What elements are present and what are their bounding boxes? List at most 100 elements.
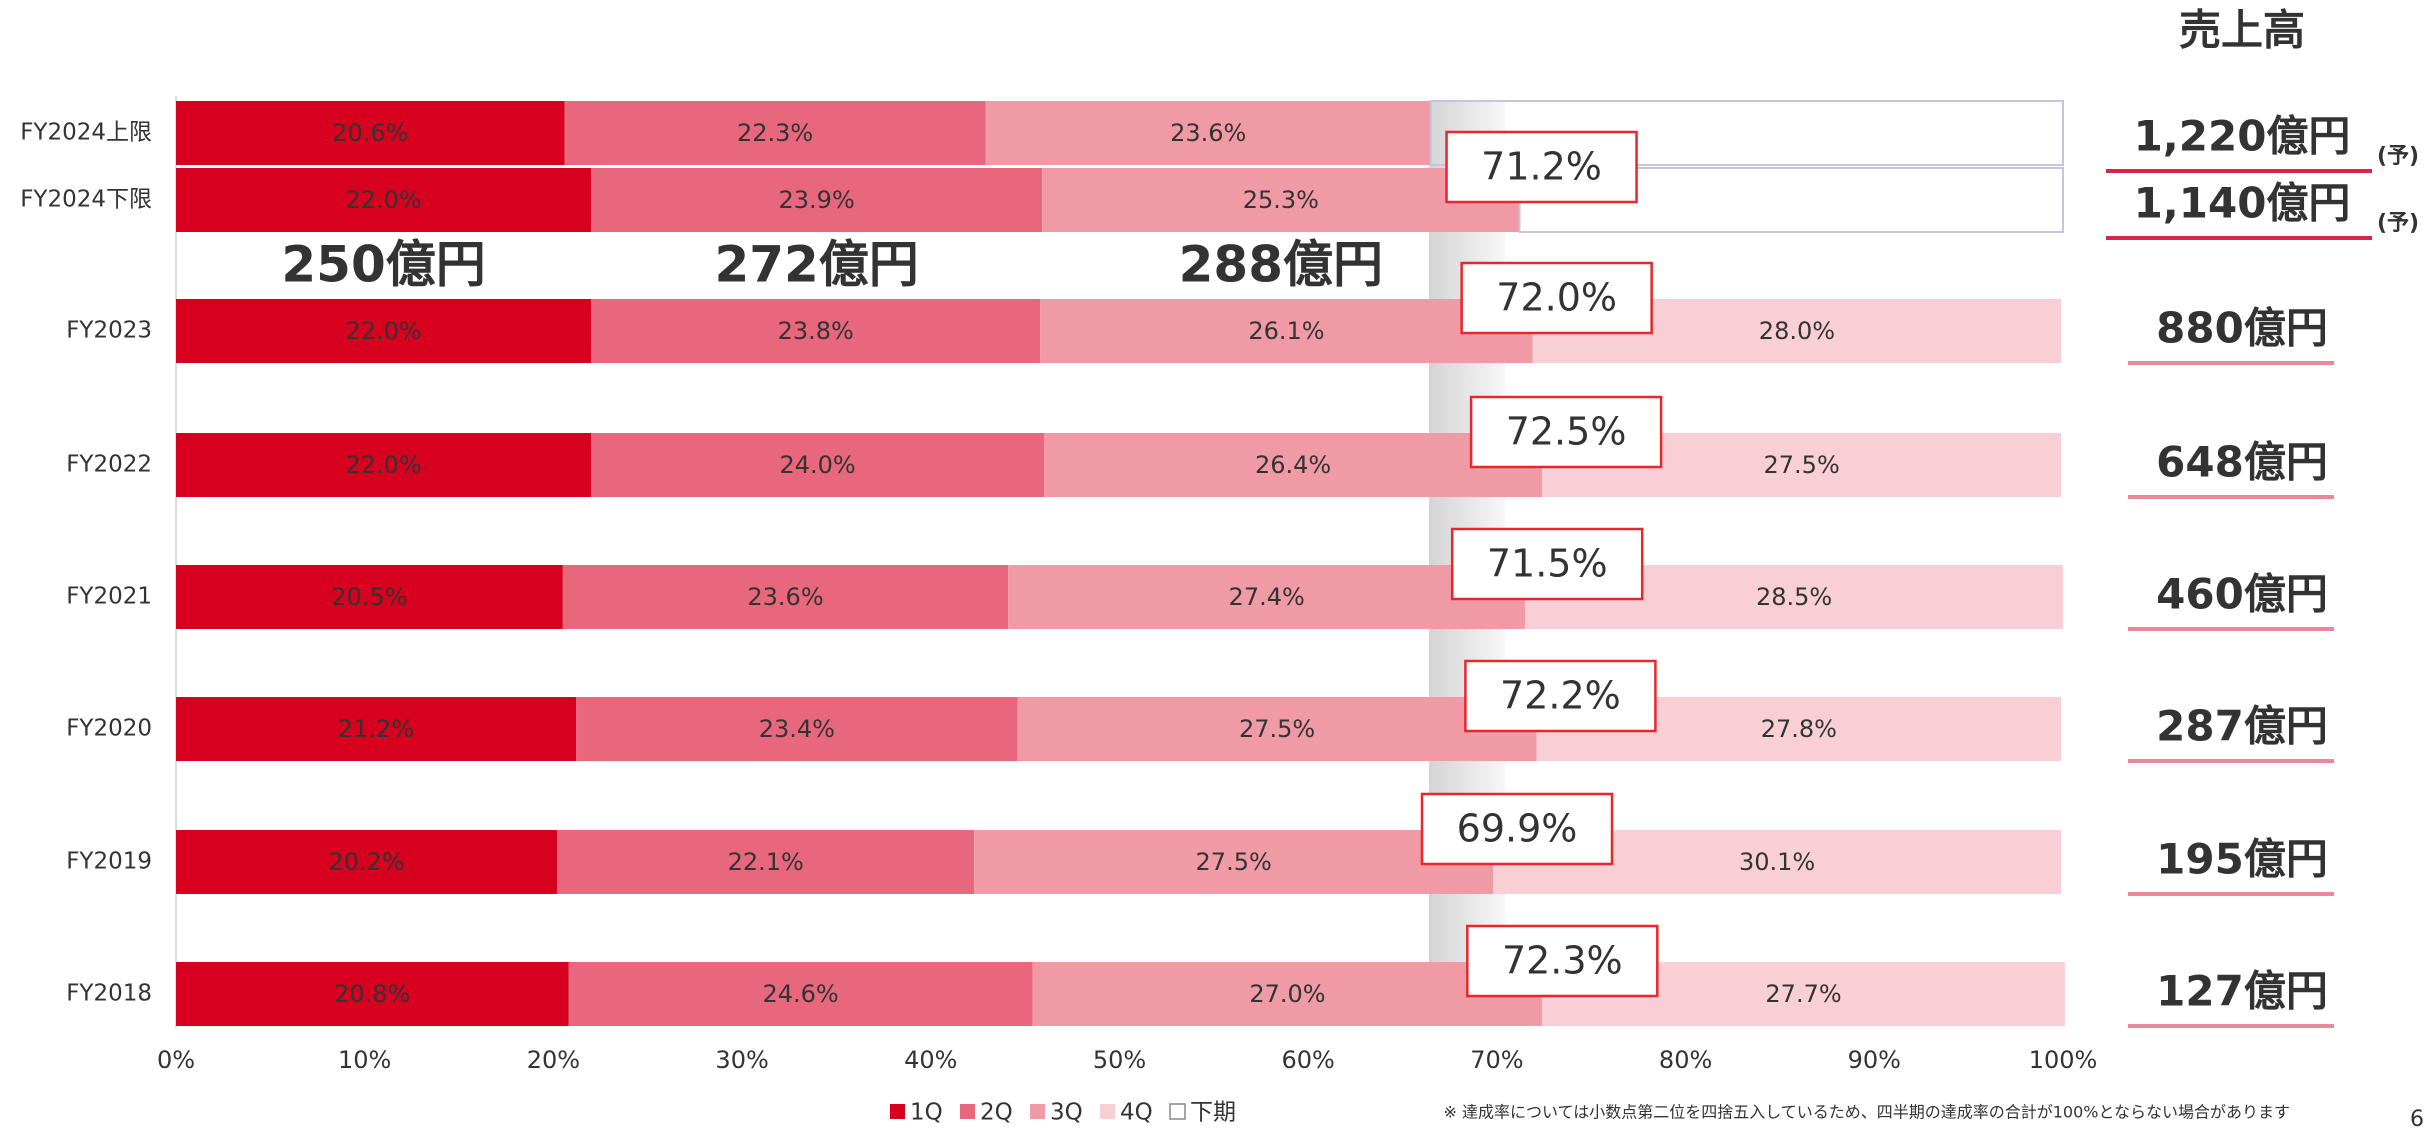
value-label: 27.8% (1761, 715, 1837, 743)
value-label: 23.6% (1170, 119, 1246, 147)
bar-segment (176, 299, 592, 363)
bar-segment (974, 830, 1494, 894)
value-label: 28.0% (1759, 317, 1835, 345)
x-tick-label: 80% (1659, 1046, 1712, 1074)
cumulative-box (1469, 395, 1663, 469)
pending-segment (1429, 100, 2064, 166)
x-tick-label: 50% (1093, 1046, 1146, 1074)
cumulative-label: 71.5% (1487, 542, 1608, 586)
bar-segment (562, 565, 1009, 629)
revenue-label: 127億円 (2156, 967, 2328, 1016)
legend-swatch (1169, 1103, 1186, 1120)
revenue-label: 460億円 (2156, 570, 2328, 619)
x-tick-label: 10% (338, 1046, 391, 1074)
bar-segment (176, 168, 592, 232)
x-tick-label: 30% (715, 1046, 768, 1074)
legend-label: 3Q (1050, 1100, 1083, 1126)
bar-segment (985, 101, 1431, 165)
forecast-note: (予) (2377, 211, 2419, 236)
x-tick-label: 90% (1848, 1046, 1901, 1074)
value-label: 27.0% (1249, 980, 1325, 1008)
cumulative-box (1450, 527, 1644, 601)
revenue-label: 195億円 (2156, 835, 2328, 884)
forecast-note: (予) (2377, 144, 2419, 169)
cumulative-label: 71.2% (1481, 145, 1602, 189)
cumulative-box (1445, 130, 1638, 204)
cumulative-label: 72.3% (1502, 939, 1623, 983)
legend-swatch (1100, 1104, 1115, 1119)
bar-segment (591, 299, 1041, 363)
bar-segment (557, 830, 975, 894)
bar-segment (1032, 962, 1543, 1026)
revenue-title: 売上高 (2179, 6, 2305, 55)
value-label: 22.1% (728, 848, 804, 876)
bar-segment (176, 433, 592, 497)
bar-segment (176, 101, 565, 165)
value-label: 30.1% (1739, 848, 1815, 876)
cumulative-box (1460, 261, 1653, 335)
legend-swatch (1030, 1104, 1045, 1119)
value-label: 26.4% (1255, 451, 1331, 479)
legend-label: 4Q (1120, 1100, 1153, 1126)
category-label: FY2019 (66, 849, 152, 875)
value-label: 20.6% (332, 119, 408, 147)
value-label: 28.5% (1756, 583, 1832, 611)
value-label: 22.0% (345, 186, 421, 214)
bar-segment (176, 962, 569, 1026)
value-label: 22.3% (737, 119, 813, 147)
cumulative-label: 72.2% (1500, 674, 1621, 718)
bar-segment (564, 101, 986, 165)
bar-segment (1044, 433, 1543, 497)
footnote: ※ 達成率については小数点第二位を四捨五入しているため、四半期の達成率の合計が1… (1444, 1103, 2290, 1122)
bar-segment (1042, 168, 1520, 232)
cumulative-box (1420, 792, 1614, 866)
x-tick-label: 20% (527, 1046, 580, 1074)
value-label: 23.6% (747, 583, 823, 611)
bar-segment (576, 697, 1018, 761)
value-label: 23.9% (779, 186, 855, 214)
x-tick-label: 40% (904, 1046, 957, 1074)
revenue-label: 1,220億円 (2134, 112, 2351, 161)
x-tick-label: 60% (1282, 1046, 1335, 1074)
category-label: FY2018 (66, 981, 152, 1007)
quarter-amount: 288億円 (1179, 236, 1383, 294)
quarter-amount: 272億円 (714, 236, 918, 294)
value-label: 26.1% (1248, 317, 1324, 345)
value-label: 21.2% (338, 715, 414, 743)
category-label: FY2023 (66, 318, 152, 344)
value-label: 20.8% (334, 980, 410, 1008)
value-label: 27.4% (1229, 583, 1305, 611)
bar-segment (1017, 697, 1537, 761)
value-label: 22.0% (345, 451, 421, 479)
legend-label: 2Q (980, 1100, 1013, 1126)
category-label: FY2024上限 (20, 120, 152, 146)
value-label: 27.5% (1239, 715, 1315, 743)
value-label: 23.8% (778, 317, 854, 345)
bar-segment (591, 168, 1043, 232)
value-label: 23.4% (759, 715, 835, 743)
bar-segment (1008, 565, 1526, 629)
bar-segment (591, 433, 1045, 497)
revenue-label: 1,140億円 (2134, 179, 2351, 228)
category-label: FY2020 (66, 716, 152, 742)
cumulative-box (1466, 924, 1659, 998)
bar-segment (176, 565, 563, 629)
value-label: 25.3% (1243, 186, 1319, 214)
value-label: 22.0% (345, 317, 421, 345)
value-label: 20.2% (328, 848, 404, 876)
legend-label: 1Q (910, 1100, 943, 1126)
value-label: 24.6% (762, 980, 838, 1008)
value-label: 27.7% (1765, 980, 1841, 1008)
bar-segment (176, 830, 558, 894)
quarter-amount: 250億円 (281, 236, 485, 294)
revenue-label: 880億円 (2156, 304, 2328, 353)
legend-swatch (890, 1104, 905, 1119)
value-label: 27.5% (1764, 451, 1840, 479)
legend-label: 下期 (1190, 1100, 1236, 1126)
x-tick-label: 70% (1470, 1046, 1523, 1074)
revenue-label: 287億円 (2156, 702, 2328, 751)
revenue-label: 648億円 (2156, 438, 2328, 487)
category-label: FY2024下限 (20, 187, 152, 213)
